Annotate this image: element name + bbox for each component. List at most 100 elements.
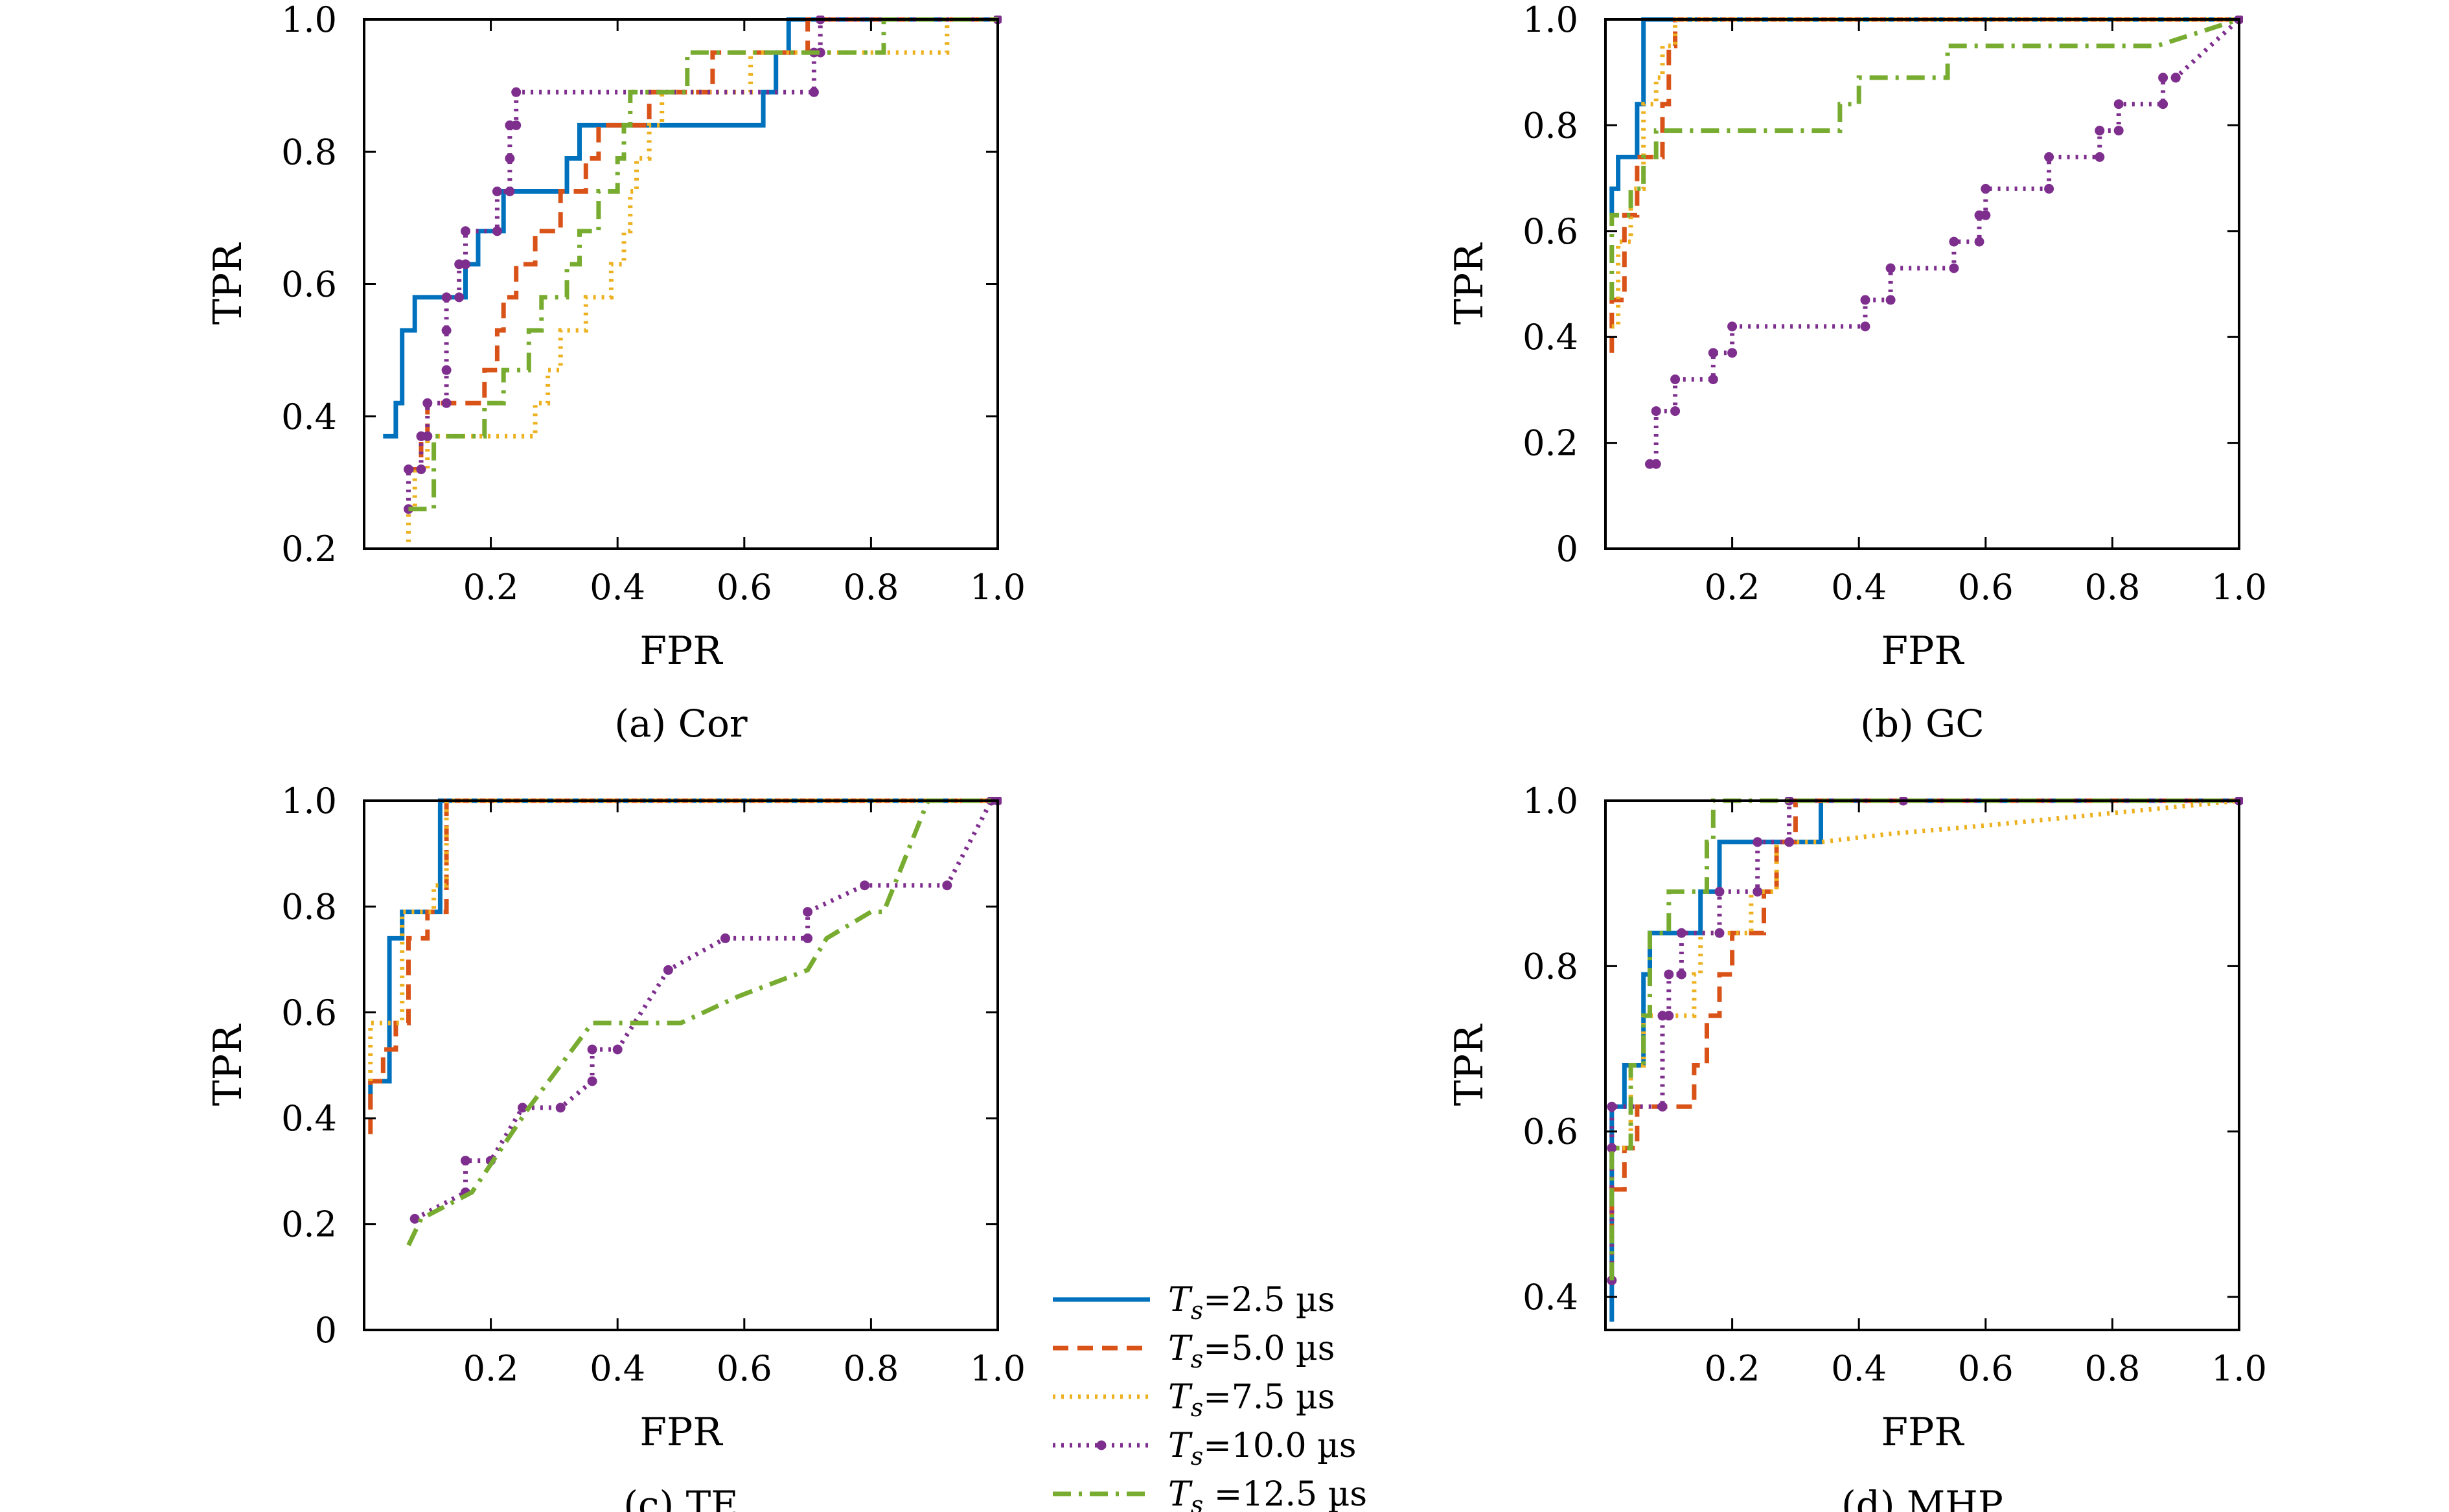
- y-axis-label: TPR: [1447, 242, 1492, 325]
- y-tick-label: 0: [1556, 529, 1578, 569]
- x-tick-label: 0.2: [1705, 567, 1760, 608]
- series-point-4-14: [860, 880, 870, 891]
- y-tick-label: 1.0: [281, 781, 337, 821]
- series-point-4-6: [555, 1103, 566, 1113]
- series-line-5: [1609, 798, 2239, 1281]
- panel-caption: (d) MHP: [1841, 1483, 2003, 1512]
- series-point-4-18: [505, 154, 515, 163]
- series-point-4-14: [1784, 837, 1795, 847]
- series-point-4-9: [441, 325, 452, 336]
- series-line-1: [383, 17, 998, 439]
- series-point-4-21: [2044, 152, 2054, 162]
- y-tick-label: 0.2: [281, 529, 337, 569]
- series-point-4-6: [1708, 374, 1718, 385]
- series-point-4-11: [720, 933, 730, 943]
- series-line-3: [1611, 17, 2239, 329]
- y-tick-label: 0.8: [1523, 946, 1578, 987]
- series-point-4-25: [2113, 99, 2124, 109]
- x-tick-label: 0.4: [590, 1348, 645, 1389]
- series-point-4-14: [461, 226, 470, 236]
- series-point-4-13: [1885, 263, 1896, 273]
- x-tick-label: 0.8: [843, 1348, 899, 1389]
- series-point-4-9: [612, 1044, 623, 1055]
- legend-label: Ts=5.0 µs: [1168, 1329, 1335, 1373]
- series-point-4-16: [1974, 236, 1984, 247]
- series-point-4-12: [1885, 295, 1896, 305]
- series-line-5: [1609, 17, 2240, 300]
- x-tick-label: 0.2: [463, 1348, 519, 1389]
- legend-label: Ts =12.5 µs: [1168, 1475, 1367, 1512]
- series-group: [383, 16, 1002, 542]
- series-point-4-15: [1949, 236, 1959, 247]
- series-point-4-22: [809, 87, 819, 97]
- legend-label: Ts=10.0 µs: [1168, 1426, 1357, 1471]
- y-tick-label: 0.2: [1523, 423, 1578, 464]
- panels: 0.2 0.4 0.6 0.8 1.0 0.2 0.4 0.6 0.8 1.0 FPR TPR (a) …: [205, 0, 2267, 1512]
- series-line-2: [1609, 17, 2239, 353]
- series-point-4-20: [2044, 183, 2054, 194]
- series-point-4-18: [1981, 210, 1991, 220]
- series-point-4-8: [1727, 348, 1738, 358]
- y-tick-label: 0.4: [1523, 1277, 1578, 1318]
- series-point-4-10: [663, 965, 673, 975]
- series-point-4-5: [518, 1103, 527, 1113]
- series-line-1: [1609, 798, 2239, 1322]
- series-point-4-3: [461, 1156, 470, 1166]
- series-point-4-1: [409, 1213, 420, 1224]
- series-point-4-26: [2158, 99, 2168, 109]
- series-point-4-2: [1651, 459, 1661, 469]
- y-tick-label: 0.6: [281, 264, 337, 305]
- legend-entry-3: Ts=7.5 µs: [1053, 1378, 1335, 1422]
- legend-label: Ts=2.5 µs: [1168, 1281, 1335, 1325]
- series-group: [1607, 797, 2243, 1322]
- y-tick-label: 0.4: [281, 396, 337, 437]
- series-point-4-9: [1727, 321, 1738, 332]
- series-line-1: [1609, 17, 2239, 216]
- series-point-4-21: [511, 87, 522, 97]
- series-point-4-10: [1714, 928, 1725, 938]
- legend-label: Ts=7.5 µs: [1168, 1378, 1335, 1422]
- x-tick-label: 1.0: [2211, 567, 2267, 608]
- series-point-4-7: [587, 1076, 597, 1086]
- series-point-4-3: [416, 464, 426, 474]
- y-tick-label: 0.8: [281, 132, 337, 172]
- x-tick-label: 0.2: [1705, 1348, 1760, 1389]
- y-tick-label: 0.8: [1523, 105, 1578, 146]
- series-point-4-24: [2113, 126, 2124, 136]
- y-tick-label: 0.8: [281, 886, 337, 927]
- series-point-4-9: [1676, 928, 1686, 938]
- series-point-4-15: [942, 880, 952, 891]
- series-point-4-11: [1860, 295, 1870, 305]
- series-point-4-22: [2095, 152, 2105, 162]
- series-point-4-20: [511, 120, 522, 130]
- x-tick-label: 0.6: [717, 1348, 772, 1389]
- series-point-4-10: [1860, 321, 1870, 332]
- x-tick-label: 0.6: [1958, 567, 2014, 608]
- series-point-4-15: [492, 226, 502, 236]
- x-tick-label: 0.4: [590, 567, 645, 608]
- series-line-1: [368, 798, 998, 1108]
- x-tick-label: 0.4: [1831, 567, 1887, 608]
- series-point-4-3: [1651, 406, 1661, 417]
- y-tick-label: 0.4: [1523, 317, 1578, 358]
- plot-frame: [363, 799, 999, 1331]
- series-point-4-11: [454, 292, 465, 303]
- series-point-4-13: [803, 907, 813, 917]
- series-line-4: [1609, 798, 2239, 1281]
- x-tick-label: 1.0: [2211, 1348, 2267, 1389]
- series-point-4-29: [2170, 73, 2181, 83]
- series-line-3: [1609, 798, 2240, 1281]
- panel-caption: (b) GC: [1860, 702, 1984, 746]
- y-axis-label: TPR: [205, 1024, 251, 1106]
- x-axis-label: FPR: [1881, 1410, 1964, 1455]
- x-axis-label: FPR: [639, 1410, 723, 1455]
- y-tick-label: 1.0: [1523, 0, 1578, 40]
- y-tick-label: 0: [315, 1310, 337, 1351]
- y-tick-label: 0.6: [1523, 1112, 1578, 1152]
- series-point-4-4: [1657, 1101, 1668, 1112]
- x-tick-label: 1.0: [970, 567, 1026, 608]
- series-point-4-17: [505, 187, 515, 196]
- y-tick-label: 0.6: [1523, 211, 1578, 252]
- x-tick-label: 0.8: [843, 567, 899, 608]
